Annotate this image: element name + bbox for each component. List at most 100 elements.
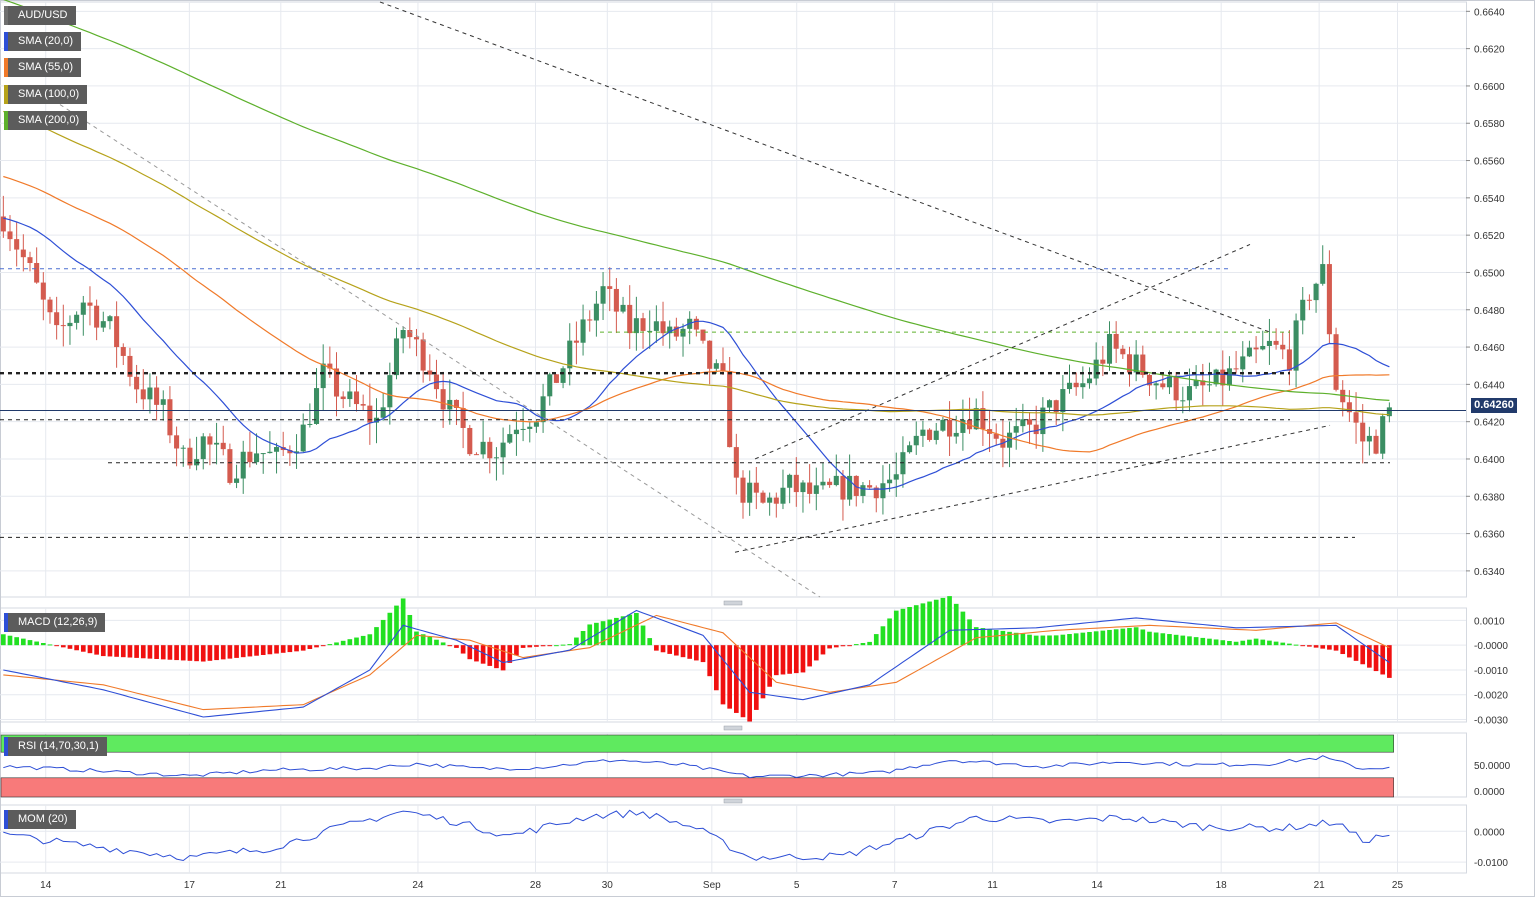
macd-histogram-bar: [54, 645, 59, 647]
mom-label[interactable]: MOM (20): [4, 810, 76, 829]
macd-histogram-bar: [987, 629, 992, 646]
candle-body: [134, 376, 140, 390]
macd-histogram-bar: [1380, 645, 1386, 675]
sma20-label[interactable]: SMA (20,0): [4, 32, 82, 51]
macd-histogram-bar: [74, 645, 79, 651]
macd-histogram-bar: [947, 596, 952, 646]
macd-histogram-bar: [1000, 630, 1006, 646]
macd-histogram-bar: [907, 607, 912, 646]
macd-histogram-bar: [1053, 635, 1059, 646]
macd-histogram-bar: [1167, 634, 1172, 646]
y-tick-label: -0.0100: [1474, 858, 1508, 869]
sma100-label[interactable]: SMA (100,0): [4, 85, 88, 104]
macd-histogram-bar: [1080, 632, 1086, 646]
macd-histogram-bar: [687, 645, 693, 659]
candle-body: [587, 319, 593, 321]
candle-body: [1126, 354, 1133, 373]
candle-body: [94, 305, 100, 328]
rsi-label[interactable]: RSI (14,70,30,1): [4, 737, 107, 756]
candle-body: [353, 391, 360, 405]
macd-histogram-bar: [927, 601, 932, 646]
x-tick-label: 14: [1092, 880, 1104, 891]
macd-histogram-bar: [707, 645, 713, 677]
candle-body: [1360, 422, 1366, 442]
y-tick-label: -0.0000: [1474, 641, 1508, 652]
rsi-oversold-zone: [0, 777, 1394, 798]
candle-body: [1060, 389, 1066, 413]
macd-histogram-bar: [340, 640, 346, 646]
candle-body: [993, 433, 999, 439]
y-tick-label: 50.0000: [1474, 761, 1511, 772]
candle-body: [787, 474, 793, 488]
macd-histogram-bar: [1147, 631, 1152, 646]
macd-histogram-bar: [507, 645, 513, 663]
trend-line: [734, 424, 1331, 553]
candle-body: [254, 453, 260, 463]
macd-histogram-bar: [467, 645, 473, 660]
candle-body: [274, 447, 280, 452]
candle-body: [100, 321, 106, 328]
trend-line: [379, 1, 1271, 333]
candle-body: [840, 475, 846, 500]
x-tick-label: 18: [1216, 880, 1228, 891]
macd-histogram-bar: [753, 645, 759, 710]
macd-histogram-bar: [647, 638, 653, 646]
candle-body: [360, 404, 366, 406]
macd-histogram-bar: [400, 598, 406, 646]
candle-body: [1180, 400, 1186, 402]
macd-histogram-bar: [27, 640, 33, 646]
macd-histogram-bar: [194, 645, 199, 662]
symbol-label[interactable]: AUD/USD: [4, 6, 76, 25]
macd-histogram-bar: [474, 645, 479, 662]
candle-body: [34, 263, 40, 283]
candle-body: [1273, 340, 1279, 345]
candle-body: [327, 363, 333, 369]
candle-body: [947, 419, 953, 437]
candle-body: [1313, 283, 1319, 301]
candle-body: [487, 441, 493, 459]
macd-histogram-bar: [1013, 632, 1019, 646]
candle-body: [1073, 382, 1079, 388]
candle-body: [420, 339, 426, 371]
macd-histogram-bar: [1020, 633, 1026, 646]
candle-body: [720, 363, 726, 372]
y-tick-label: -0.0010: [1474, 666, 1508, 677]
macd-histogram-bar: [1340, 645, 1346, 655]
candle-body: [60, 325, 66, 327]
macd-histogram-bar: [1067, 634, 1072, 646]
candle-body: [507, 434, 513, 443]
candle-body: [780, 487, 786, 504]
macd-histogram-bar: [434, 639, 439, 646]
candle-body: [1353, 412, 1359, 423]
candle-body: [887, 479, 893, 484]
macd-histogram-bar: [394, 605, 399, 646]
macd-histogram-bar: [620, 616, 626, 646]
macd-histogram-bar: [1233, 641, 1239, 646]
candle-body: [980, 408, 986, 430]
sma55-label[interactable]: SMA (55,0): [4, 58, 82, 77]
macd-histogram-bar: [147, 645, 153, 659]
candle-body: [953, 432, 959, 437]
macd-label[interactable]: MACD (12,26,9): [4, 613, 106, 632]
macd-histogram-bar: [200, 645, 206, 662]
y-tick-label: 0.6540: [1474, 194, 1505, 205]
macd-histogram-bar: [787, 645, 792, 674]
macd-histogram-bar: [1173, 634, 1179, 646]
sma200-label[interactable]: SMA (200,0): [4, 111, 88, 130]
macd-histogram-bar: [500, 645, 506, 671]
y-tick-label: 0.6520: [1474, 231, 1505, 242]
macd-histogram-bar: [1360, 645, 1366, 665]
macd-histogram-bar: [740, 645, 746, 718]
x-tick-label: 17: [184, 880, 196, 891]
macd-histogram-bar: [240, 645, 246, 658]
candle-body: [287, 450, 293, 454]
candle-body: [107, 316, 113, 322]
candle-body: [1266, 340, 1272, 346]
candle-body: [1146, 374, 1153, 386]
macd-histogram-bar: [540, 645, 546, 647]
candle-body: [114, 316, 120, 348]
candle-body: [920, 429, 926, 436]
macd-histogram-bar: [14, 637, 19, 646]
candle-body: [933, 430, 939, 440]
